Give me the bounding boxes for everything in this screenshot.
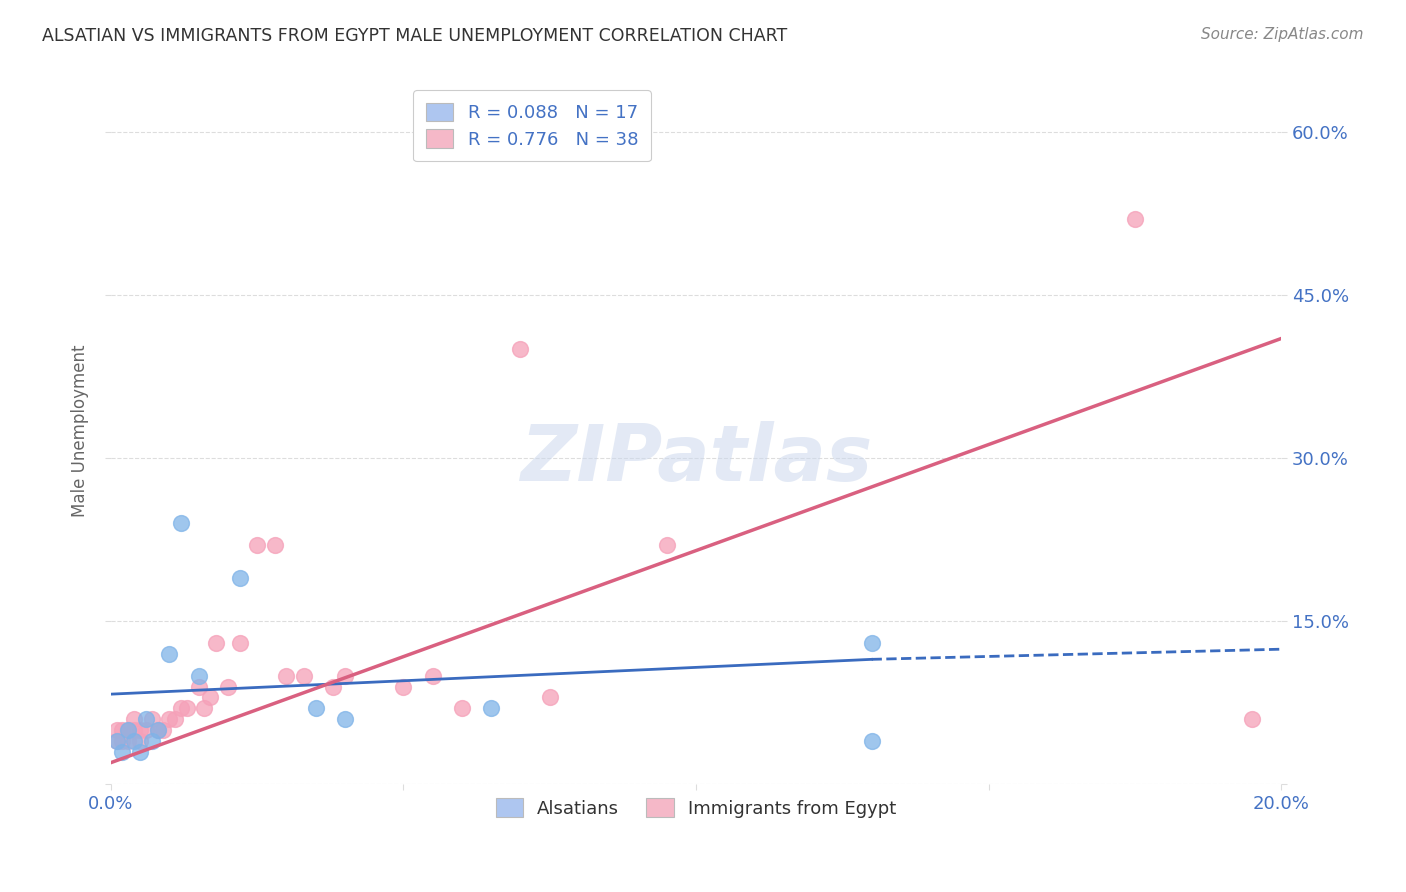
Point bbox=[141, 734, 163, 748]
Text: ZIPatlas: ZIPatlas bbox=[520, 421, 872, 497]
Point bbox=[129, 734, 152, 748]
Point bbox=[111, 723, 134, 737]
Point bbox=[263, 538, 285, 552]
Point bbox=[165, 712, 187, 726]
Point bbox=[292, 668, 315, 682]
Point bbox=[187, 680, 209, 694]
Point bbox=[200, 690, 222, 705]
Point bbox=[246, 538, 269, 552]
Text: Source: ZipAtlas.com: Source: ZipAtlas.com bbox=[1201, 27, 1364, 42]
Point bbox=[105, 723, 128, 737]
Point bbox=[205, 636, 228, 650]
Point bbox=[422, 668, 444, 682]
Point bbox=[129, 723, 152, 737]
Point bbox=[276, 668, 298, 682]
Point bbox=[117, 723, 139, 737]
Point bbox=[122, 712, 145, 726]
Point bbox=[217, 680, 239, 694]
Point bbox=[193, 701, 215, 715]
Point bbox=[105, 734, 128, 748]
Point bbox=[860, 636, 883, 650]
Point bbox=[122, 723, 145, 737]
Point bbox=[451, 701, 474, 715]
Point bbox=[157, 712, 180, 726]
Point bbox=[146, 723, 169, 737]
Point bbox=[117, 723, 139, 737]
Point bbox=[129, 745, 152, 759]
Point bbox=[152, 723, 174, 737]
Point bbox=[333, 712, 356, 726]
Point bbox=[157, 647, 180, 661]
Point bbox=[170, 516, 193, 531]
Point bbox=[187, 668, 209, 682]
Point bbox=[1240, 712, 1263, 726]
Point bbox=[146, 723, 169, 737]
Point bbox=[860, 734, 883, 748]
Point bbox=[170, 701, 193, 715]
Point bbox=[538, 690, 561, 705]
Point bbox=[122, 734, 145, 748]
Point bbox=[135, 723, 157, 737]
Point bbox=[1123, 211, 1146, 226]
Point bbox=[509, 343, 531, 357]
Point bbox=[111, 734, 134, 748]
Point bbox=[117, 734, 139, 748]
Point bbox=[304, 701, 326, 715]
Point bbox=[135, 712, 157, 726]
Legend: Alsatians, Immigrants from Egypt: Alsatians, Immigrants from Egypt bbox=[489, 791, 904, 825]
Point bbox=[322, 680, 344, 694]
Y-axis label: Male Unemployment: Male Unemployment bbox=[72, 344, 89, 517]
Point bbox=[176, 701, 198, 715]
Point bbox=[105, 734, 128, 748]
Point bbox=[228, 636, 250, 650]
Point bbox=[228, 571, 250, 585]
Point bbox=[479, 701, 502, 715]
Point bbox=[111, 745, 134, 759]
Point bbox=[392, 680, 415, 694]
Point bbox=[333, 668, 356, 682]
Point bbox=[655, 538, 678, 552]
Text: ALSATIAN VS IMMIGRANTS FROM EGYPT MALE UNEMPLOYMENT CORRELATION CHART: ALSATIAN VS IMMIGRANTS FROM EGYPT MALE U… bbox=[42, 27, 787, 45]
Point bbox=[141, 712, 163, 726]
